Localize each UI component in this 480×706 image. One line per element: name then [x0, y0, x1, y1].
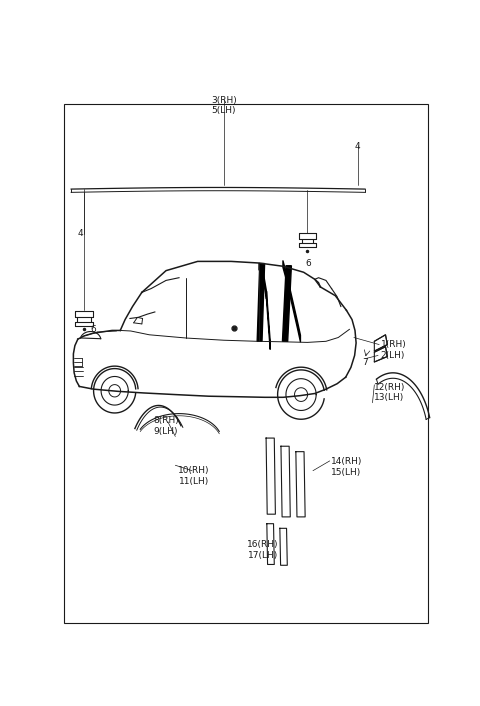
- Text: 4: 4: [355, 142, 360, 151]
- Polygon shape: [266, 292, 270, 349]
- Polygon shape: [259, 263, 263, 277]
- Text: 10(RH)
11(LH): 10(RH) 11(LH): [178, 467, 210, 486]
- Text: 12(RH)
13(LH): 12(RH) 13(LH): [374, 383, 406, 402]
- Text: 8(RH)
9(LH): 8(RH) 9(LH): [153, 417, 179, 436]
- Polygon shape: [282, 265, 291, 341]
- Polygon shape: [374, 335, 387, 351]
- Text: 6: 6: [91, 325, 96, 334]
- Text: 6: 6: [306, 258, 312, 268]
- Text: 14(RH)
15(LH): 14(RH) 15(LH): [331, 457, 362, 477]
- Polygon shape: [263, 270, 266, 299]
- Polygon shape: [374, 347, 387, 362]
- Text: 4: 4: [78, 229, 83, 239]
- Text: 1(RH)
2(LH): 1(RH) 2(LH): [381, 340, 407, 360]
- Text: 7: 7: [362, 358, 368, 366]
- Text: 16(RH)
17(LH): 16(RH) 17(LH): [247, 540, 278, 560]
- Text: 3(RH)
5(LH): 3(RH) 5(LH): [211, 95, 237, 115]
- Polygon shape: [257, 263, 264, 341]
